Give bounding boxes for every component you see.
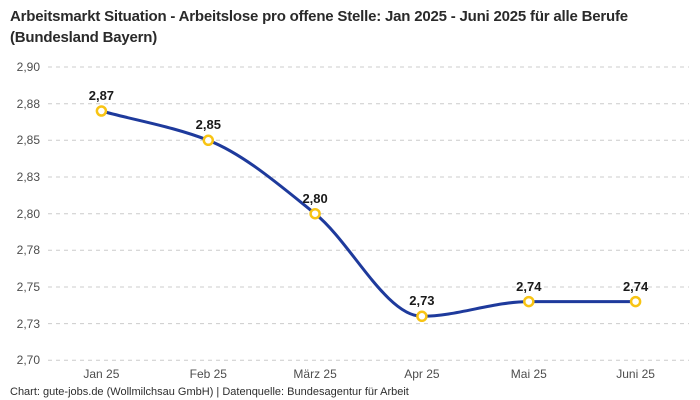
data-point-label: 2,85	[195, 117, 221, 133]
data-point-marker	[523, 295, 535, 308]
y-axis-tick-label: 2,73	[16, 316, 40, 331]
data-point-marker	[95, 105, 108, 117]
y-axis-tick-label: 2,78	[16, 243, 40, 258]
y-axis-tick-label: 2,85	[16, 133, 40, 148]
x-axis-tick-label: März 25	[293, 367, 337, 381]
x-axis-tick-label: Apr 25	[404, 367, 440, 381]
y-axis-tick-label: 2,80	[16, 206, 40, 221]
y-axis-tick-label: 2,70	[16, 353, 40, 368]
y-axis-tick-label: 2,75	[16, 280, 40, 294]
x-axis-tick-label: Mai 25	[510, 367, 547, 381]
x-axis-tick-label: Juni 25	[616, 367, 655, 381]
data-point-label: 2,74	[622, 278, 649, 294]
data-point-label: 2,87	[88, 88, 115, 103]
x-axis-tick-label: Feb 25	[189, 367, 227, 381]
data-point-marker	[416, 310, 428, 323]
chart-title: Arbeitsmarkt Situation - Arbeitslose pro…	[10, 8, 628, 46]
y-axis-tick-label: 2,90	[16, 60, 40, 74]
y-axis-tick-label: 2,88	[16, 96, 40, 111]
x-axis-tick-label: Jan 25	[83, 367, 120, 381]
data-point-label: 2,74	[516, 278, 542, 294]
y-axis-tick-label: 2,83	[16, 170, 40, 184]
data-point-marker	[202, 134, 215, 147]
data-point-marker	[629, 295, 642, 308]
data-point-marker	[309, 207, 321, 220]
data-line	[99, 109, 638, 318]
data-point-label: 2,80	[302, 190, 328, 206]
chart-credit: Chart: gute-jobs.de (Wollmilchsau GmbH) …	[10, 386, 409, 398]
data-point-label: 2,73	[409, 293, 435, 309]
